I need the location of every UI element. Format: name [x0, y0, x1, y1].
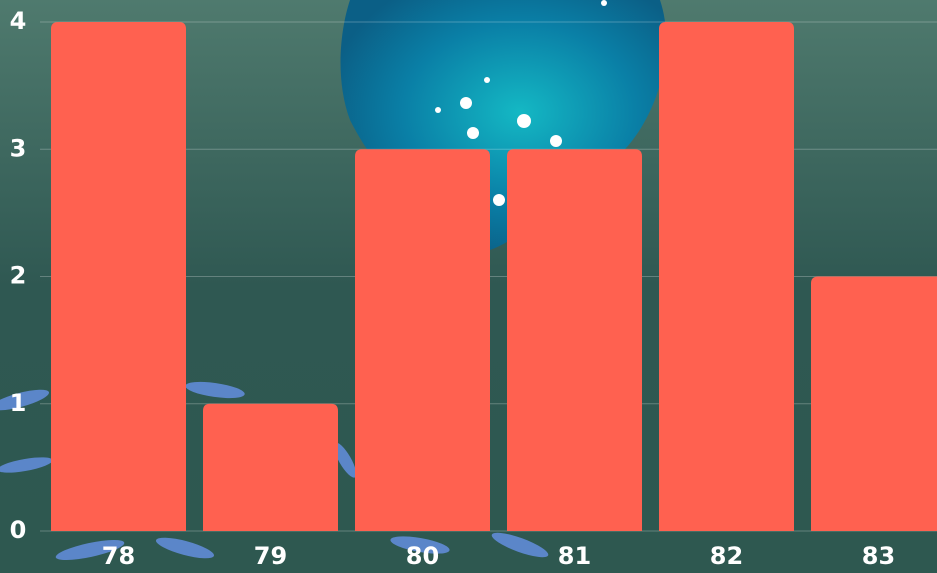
bar: [203, 403, 338, 531]
y-tick-label: 2: [10, 262, 27, 290]
x-tick-label: 79: [254, 542, 287, 570]
x-tick-label: 78: [102, 542, 135, 570]
decoration-fish: [0, 381, 549, 560]
x-tick-label: 83: [862, 542, 895, 570]
bar: [659, 22, 794, 531]
x-tick-label: 81: [558, 542, 591, 570]
bar: [355, 149, 490, 531]
x-tick-label: 82: [710, 542, 743, 570]
y-tick-label: 1: [10, 389, 27, 417]
y-tick-label: 3: [10, 134, 27, 162]
x-tick-label: 80: [406, 542, 439, 570]
bar: [811, 276, 937, 531]
decoration-bubbles: [435, 0, 607, 206]
bar: [51, 22, 186, 531]
bar: [507, 149, 642, 531]
y-tick-label: 0: [10, 516, 27, 544]
y-tick-label: 4: [10, 7, 27, 35]
